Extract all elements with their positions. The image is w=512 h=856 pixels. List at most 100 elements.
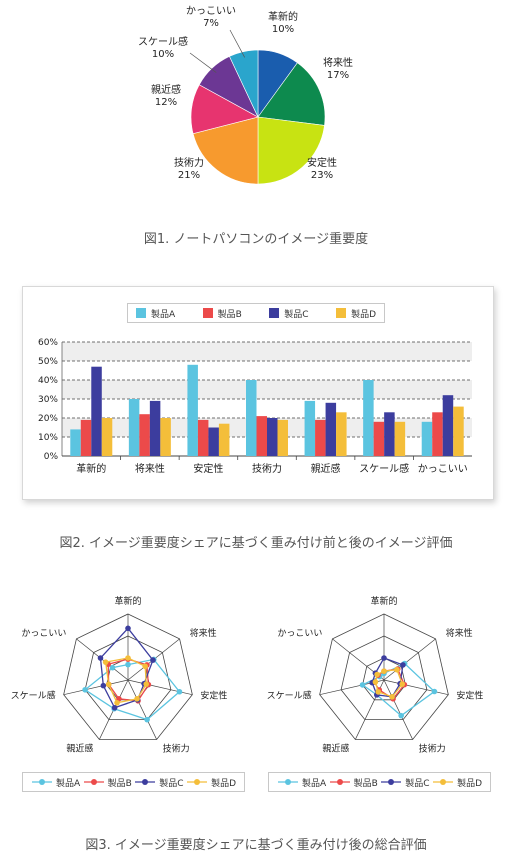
legend-item: 製品C — [134, 776, 184, 789]
y-tick-label: 30% — [38, 395, 58, 405]
radar-legend-left: 製品A 製品B 製品C 製品D — [22, 772, 245, 792]
y-tick-label: 0% — [44, 452, 59, 462]
radar-point — [125, 655, 131, 661]
radar-axis-label: スケール感 — [267, 690, 312, 702]
radar-point — [381, 668, 387, 674]
radar-point — [134, 696, 140, 702]
bar — [80, 419, 92, 456]
radar-point — [372, 679, 379, 685]
bar — [128, 399, 140, 456]
pie-label: かっこいい — [186, 5, 236, 17]
bar — [139, 414, 150, 456]
bar — [70, 429, 81, 456]
bar-chart-panel: 製品A 製品B 製品C 製品D 0% 10% 20% 30% 40% 50% 60% 革新的 将来性 安… — [22, 286, 494, 500]
bar — [421, 421, 433, 456]
legend-swatch — [336, 308, 347, 318]
bar — [256, 416, 267, 456]
x-tick-label: 安定性 — [193, 462, 223, 475]
pie-value-label: 10% — [152, 49, 174, 60]
radar-point — [431, 688, 438, 695]
bar — [160, 418, 171, 456]
radar-point — [359, 682, 366, 688]
legend-item: 製品A — [31, 776, 80, 789]
radar-axis-label: 技術力 — [419, 742, 446, 754]
legend-label: 製品B — [217, 309, 242, 320]
radar-spoke — [383, 638, 436, 681]
pie-label: 安定性 — [307, 156, 337, 169]
legend-label: 製品D — [211, 778, 236, 789]
bar — [384, 412, 395, 456]
legend-marker — [433, 779, 454, 785]
radar-axis-label: 親近感 — [66, 742, 93, 754]
bar — [336, 412, 347, 456]
bar — [394, 421, 406, 456]
radar-grid-ring — [84, 635, 172, 721]
legend-dot — [440, 779, 447, 785]
legend-marker — [278, 779, 298, 785]
pie-label: 技術力 — [174, 156, 204, 169]
radar-point — [398, 712, 404, 719]
radar-point — [150, 657, 156, 663]
legend-dot — [388, 779, 395, 785]
x-tick-label: 親近感 — [311, 462, 341, 475]
radar-point — [102, 659, 109, 665]
pie-value-label: 17% — [327, 70, 349, 81]
pie-leader-line — [229, 29, 246, 58]
legend-item: 製品A — [136, 307, 175, 320]
bar — [432, 412, 443, 456]
radar-spoke — [63, 679, 129, 696]
legend-item: 製品C — [380, 776, 430, 789]
legend-label: 製品C — [284, 309, 309, 320]
radar-axis-label: 革新的 — [370, 595, 397, 607]
radar-axis-label: スケール感 — [11, 690, 56, 702]
bar-chart: 0% 10% 20% 30% 40% 50% 60% 革新的 将来性 安定性 技術力 親近感 スケール感… — [38, 338, 472, 475]
legend-swatch — [136, 308, 146, 318]
radar-axis-label: 革新的 — [114, 595, 141, 607]
legend-item: 製品B — [202, 307, 242, 320]
radar-spoke — [127, 679, 193, 696]
legend-marker — [32, 779, 52, 785]
legend-label: 製品C — [159, 778, 184, 789]
radar-legend-right: 製品A 製品B 製品C 製品D — [268, 772, 491, 792]
radar-point — [144, 716, 150, 723]
pie-slice — [192, 116, 259, 185]
legend-marker — [381, 779, 402, 785]
legend-marker — [329, 779, 350, 785]
radar-axis-label: 技術力 — [163, 742, 190, 754]
bar — [363, 380, 374, 456]
legend-item: 製品C — [269, 307, 309, 320]
bar-legend: 製品A 製品B 製品C 製品D — [127, 303, 385, 323]
legend-label: 製品B — [107, 778, 132, 789]
radar-point — [125, 661, 131, 668]
x-tick-label: 技術力 — [252, 462, 282, 475]
radar-axis-label: 安定性 — [456, 690, 483, 702]
legend-marker — [135, 779, 156, 785]
radar-point — [400, 662, 406, 668]
radar-point — [109, 664, 116, 671]
pie-label: 革新的 — [268, 10, 298, 23]
legend-item: 製品B — [329, 776, 378, 789]
y-tick-label: 60% — [38, 338, 58, 348]
x-tick-label: 革新的 — [76, 462, 106, 475]
radar-point — [105, 681, 112, 688]
pie-leader-line — [189, 52, 217, 73]
legend-marker — [83, 779, 104, 785]
figure1-caption: 図1. ノートパソコンのイメージ重要度 — [143, 232, 369, 247]
legend-marker — [187, 779, 208, 785]
bar — [453, 406, 464, 456]
legend-label: 製品D — [457, 778, 482, 789]
legend-label: 製品A — [151, 309, 176, 320]
legend-label: 製品D — [351, 309, 376, 320]
plot-band — [62, 361, 472, 380]
legend-label: 製品A — [56, 778, 81, 789]
bar — [101, 418, 113, 456]
x-tick-label: スケール感 — [359, 462, 409, 475]
radar-axis-label: かっこいい — [21, 628, 66, 639]
pie-value-label: 7% — [203, 18, 219, 29]
radar-series-line — [99, 627, 154, 709]
radar-point — [389, 694, 395, 700]
figure3-caption: 図3. イメージ重要度シェアに基づく重み付け後の総合評価 — [85, 838, 427, 853]
bar — [91, 366, 102, 456]
